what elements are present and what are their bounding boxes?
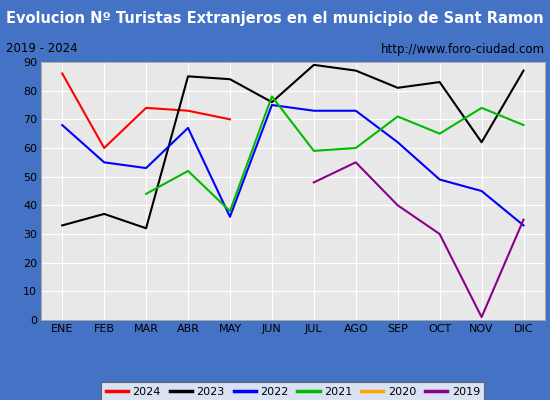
Text: Evolucion Nº Turistas Extranjeros en el municipio de Sant Ramon: Evolucion Nº Turistas Extranjeros en el … <box>6 10 544 26</box>
Legend: 2024, 2023, 2022, 2021, 2020, 2019: 2024, 2023, 2022, 2021, 2020, 2019 <box>101 382 485 400</box>
Text: http://www.foro-ciudad.com: http://www.foro-ciudad.com <box>381 42 544 56</box>
Text: 2019 - 2024: 2019 - 2024 <box>6 42 77 56</box>
